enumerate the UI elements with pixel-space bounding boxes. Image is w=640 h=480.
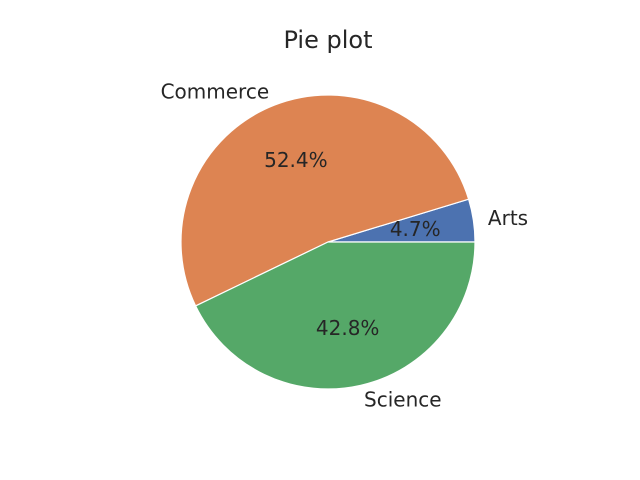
slice-percent-arts: 4.7%: [390, 217, 441, 241]
slice-label-science: Science: [364, 388, 442, 412]
pie-slice-science: [195, 241, 476, 390]
slice-percent-commerce: 52.4%: [264, 148, 328, 172]
slice-label-commerce: Commerce: [161, 79, 270, 103]
pie-slice-commerce: [180, 94, 470, 307]
chart-title: Pie plot: [283, 26, 372, 54]
pie-slices: [180, 94, 476, 390]
pie-labels: Arts 4.7% Commerce 52.4% Science 42.8%: [161, 79, 529, 411]
slice-percent-science: 42.8%: [316, 316, 380, 340]
slice-label-arts: Arts: [488, 206, 528, 230]
